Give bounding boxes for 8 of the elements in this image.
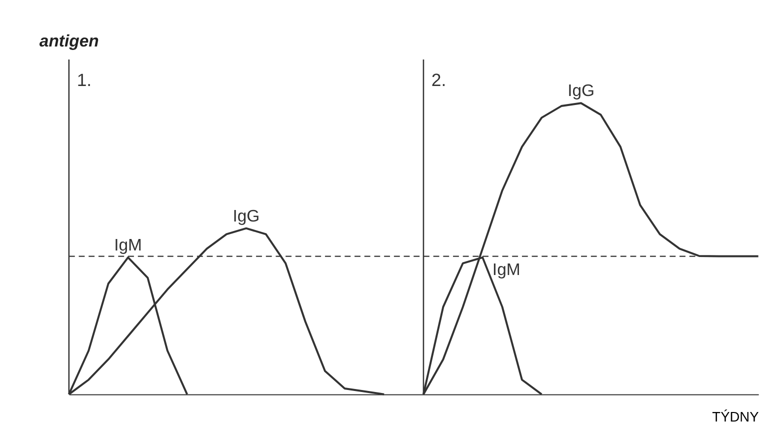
text: 1.: [76, 70, 92, 90]
series-label: IgM: [492, 260, 520, 280]
text: 2.: [431, 70, 446, 90]
series-label: IgG: [232, 206, 260, 226]
series-label: IgM: [114, 236, 142, 255]
x-axis-title: TÝDNY: [712, 409, 759, 424]
y-axis-title: antigen: [39, 32, 99, 51]
series-label: IgG: [568, 81, 595, 100]
